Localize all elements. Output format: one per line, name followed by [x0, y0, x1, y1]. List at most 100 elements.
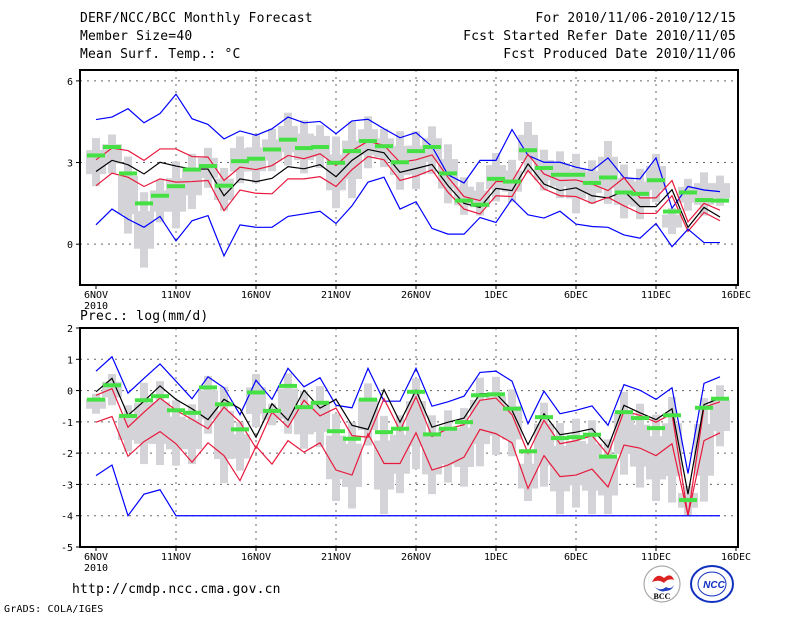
produced-date: Fcst Produced Date 2010/11/06: [503, 47, 736, 62]
chart-temperature: 6NOV 11NOV 16NOV 21NOV 26NOV 1DEC 6DEC 11DEC 16D…: [67, 69, 751, 312]
chart-precipitation: 6NOV 11NOV 16NOV 21NOV 26NOV 1DEC 6DEC 11DEC 16D…: [61, 324, 751, 574]
x-tick-label: 6DEC: [564, 290, 588, 301]
y-tick-label: -1: [61, 418, 73, 429]
median-marker: [103, 145, 121, 150]
member-size: Member Size=40: [80, 29, 193, 44]
median-marker: [535, 165, 553, 170]
median-marker: [103, 383, 121, 388]
median-marker: [151, 193, 169, 198]
median-marker: [423, 145, 441, 150]
median-marker: [391, 160, 409, 165]
x-tick-label: 6DEC: [564, 552, 588, 563]
median-marker: [663, 209, 681, 214]
median-marker: [311, 145, 329, 150]
box-iqr: [326, 435, 346, 480]
x-tick-label: 1DEC: [484, 552, 508, 563]
median-marker: [487, 392, 505, 397]
median-marker: [407, 149, 425, 154]
median-marker: [551, 436, 569, 441]
median-marker: [711, 396, 729, 401]
median-marker: [231, 159, 249, 164]
box-iqr: [134, 211, 154, 249]
median-marker: [215, 402, 233, 407]
y-tick-label: 6: [67, 77, 73, 88]
x-year-label: 2010: [84, 563, 108, 574]
forecast-period: For 2010/11/06-2010/12/15: [535, 11, 736, 26]
box-iqr: [262, 409, 282, 420]
box-iqr: [566, 440, 586, 486]
median-marker: [167, 184, 185, 189]
box-iqr: [486, 396, 506, 436]
median-marker: [679, 190, 697, 195]
series-lower-blue: [95, 464, 720, 518]
footer-url[interactable]: http://cmdp.ncc.cma.gov.cn: [72, 582, 281, 597]
median-marker: [295, 405, 313, 410]
box-iqr: [310, 401, 330, 432]
x-tick-label: 6NOV: [84, 552, 108, 563]
plot-frame: [79, 69, 739, 286]
x-tick-label: 16NOV: [241, 290, 271, 301]
median-marker: [567, 172, 585, 177]
median-marker: [263, 147, 281, 152]
x-tick-label: 11DEC: [641, 290, 671, 301]
median-marker: [455, 420, 473, 425]
start-date: Fcst Started Refer Date 2010/11/05: [463, 29, 736, 44]
median-marker: [599, 175, 617, 180]
median-marker: [359, 139, 377, 144]
median-marker: [215, 183, 233, 188]
median-marker: [471, 202, 489, 207]
median-marker: [615, 410, 633, 415]
box-iqr: [422, 434, 442, 475]
median-marker: [375, 144, 393, 149]
series-upper-red: [95, 387, 721, 516]
box-iqr: [710, 400, 730, 432]
median-marker: [647, 426, 665, 431]
box-iqr: [438, 428, 458, 465]
series-lower-red: [95, 415, 721, 516]
median-marker: [199, 164, 217, 169]
box-iqr: [582, 443, 602, 491]
box-iqr: [614, 412, 634, 455]
box-iqr: [374, 440, 394, 490]
median-marker: [119, 413, 137, 418]
box-iqr: [502, 406, 522, 440]
median-marker: [631, 191, 649, 196]
median-marker: [167, 408, 185, 413]
x-tick-label: 11NOV: [161, 290, 191, 301]
median-marker: [551, 172, 569, 177]
box-iqr: [198, 390, 218, 420]
x-tick-label: 1DEC: [484, 290, 508, 301]
plot-frame: [79, 327, 739, 548]
median-marker: [135, 201, 153, 206]
box-iqr: [166, 416, 186, 450]
y-tick-label: 0: [67, 387, 73, 398]
series-lower-red: [95, 155, 721, 233]
median-marker: [391, 426, 409, 431]
median-marker: [279, 383, 297, 388]
box-iqr: [230, 434, 250, 459]
y-tick-label: -5: [61, 543, 73, 554]
box-iqr: [214, 410, 234, 460]
variable-label: Mean Surf. Temp.: °C: [80, 47, 241, 62]
median-marker: [519, 148, 537, 153]
median-marker: [135, 398, 153, 403]
median-marker: [695, 198, 713, 203]
median-marker: [711, 198, 729, 203]
median-marker: [327, 160, 345, 165]
box-iqr: [86, 398, 106, 409]
box-iqr: [550, 445, 570, 492]
box-iqr: [518, 134, 538, 161]
median-marker: [583, 180, 601, 185]
median-marker: [599, 454, 617, 459]
box-iqr: [662, 214, 682, 228]
grads-credit: GrADS: COLA/IGES: [4, 604, 104, 615]
median-marker: [327, 429, 345, 434]
y-tick-label: -2: [61, 449, 73, 460]
y-tick-label: 3: [67, 159, 73, 170]
median-marker: [487, 176, 505, 181]
box-iqr: [454, 427, 474, 467]
y-tick-label: 1: [67, 355, 73, 366]
x-tick-label: 21NOV: [321, 290, 351, 301]
